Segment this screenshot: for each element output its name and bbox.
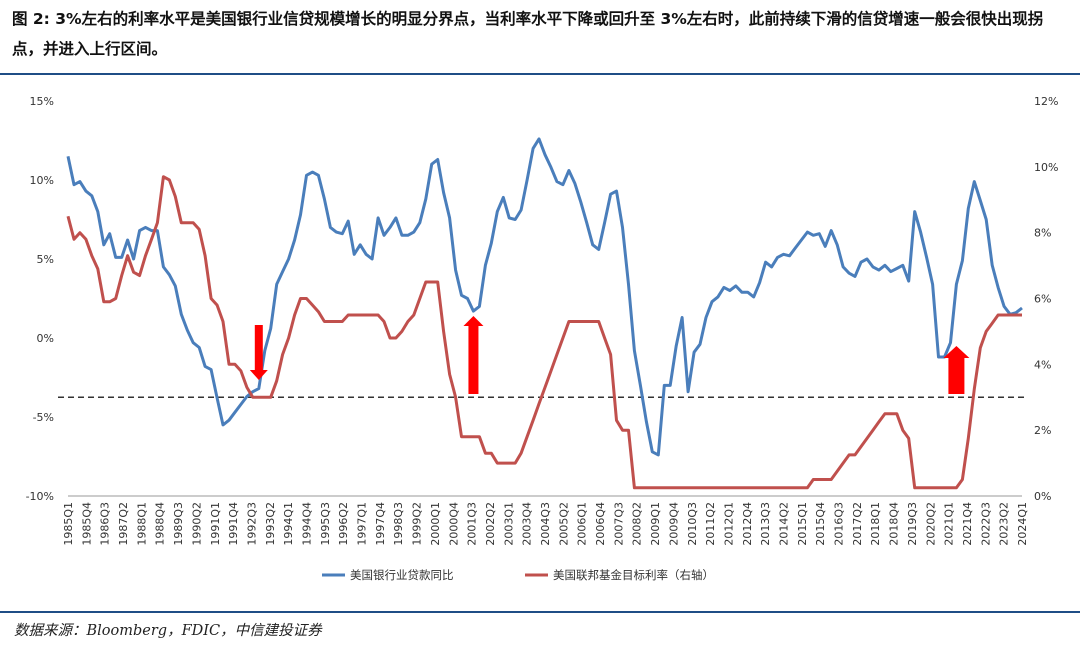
left-axis: 15% 10% 5% 0% -5% -10% <box>26 95 54 503</box>
x-axis-tick-label: 1997Q4 <box>374 502 387 546</box>
left-axis-tick-label: 10% <box>30 174 54 187</box>
x-axis-tick-label: 1994Q4 <box>301 502 314 546</box>
x-axis-tick-label: 1991Q4 <box>227 502 240 546</box>
series-lines <box>66 137 1023 490</box>
line-chart: 15% 10% 5% 0% -5% -10% 12% 10% 8% 6% 4% 2% 0% 1985Q… <box>26 95 1059 582</box>
x-axis-tick-label: 2015Q1 <box>796 502 809 546</box>
x-axis-tick-label: 2006Q1 <box>576 502 589 546</box>
x-axis-tick-label: 2019Q3 <box>906 502 919 546</box>
x-axis-tick-label: 1992Q3 <box>245 502 258 546</box>
right-axis-tick-label: 6% <box>1034 293 1051 306</box>
x-axis-tick-label: 1985Q1 <box>62 502 75 546</box>
x-axis-tick-label: 2017Q2 <box>851 502 864 546</box>
x-axis-tick-label: 1998Q3 <box>392 502 405 546</box>
x-axis-tick-label: 2006Q4 <box>594 502 607 546</box>
x-axis-tick-label: 1987Q2 <box>117 502 130 546</box>
x-axis-tick-label: 2000Q1 <box>429 502 442 546</box>
x-axis-tick-label: 1989Q3 <box>172 502 185 546</box>
title-divider <box>0 73 1080 75</box>
x-axis-tick-label: 2000Q4 <box>447 502 460 546</box>
right-axis: 12% 10% 8% 6% 4% 2% 0% <box>1034 95 1058 503</box>
x-axis-tick-label: 2015Q4 <box>814 502 827 546</box>
x-axis-tick-label: 1990Q2 <box>190 502 203 546</box>
x-axis-tick-label: 2010Q3 <box>686 502 699 546</box>
left-axis-tick-label: 0% <box>37 332 54 345</box>
x-axis-tick-label: 2016Q3 <box>833 502 846 546</box>
up-arrow <box>943 346 970 394</box>
right-axis-tick-label: 4% <box>1034 358 1051 371</box>
x-axis-tick-label: 2021Q4 <box>961 502 974 546</box>
series-line-fed-funds-rate <box>66 175 1022 490</box>
x-axis-tick-label: 1999Q2 <box>411 502 424 546</box>
x-axis-tick-label: 2020Q2 <box>924 502 937 546</box>
x-axis-tick-label: 2018Q4 <box>888 502 901 546</box>
x-axis-tick-label: 2022Q3 <box>979 502 992 546</box>
x-axis: 1985Q1 1985Q4 1986Q3 1987Q2 1988Q1 1988Q4 1989… <box>62 495 1029 546</box>
x-axis-tick-label: 1991Q1 <box>209 502 222 546</box>
annotation-arrows <box>249 316 970 394</box>
x-axis-tick-label: 2002Q2 <box>484 502 497 546</box>
right-axis-tick-label: 2% <box>1034 424 1051 437</box>
x-axis-tick-label: 1995Q3 <box>319 502 332 546</box>
x-axis-tick-label: 2018Q1 <box>869 502 882 546</box>
footer-divider <box>0 611 1080 613</box>
x-axis-tick-label: 2008Q2 <box>631 502 644 546</box>
x-axis-tick-label: 2013Q3 <box>759 502 772 546</box>
x-axis-tick-label: 1988Q4 <box>154 502 167 546</box>
legend-label-loans: 美国银行业贷款同比 <box>350 568 454 582</box>
x-axis-tick-label: 2003Q4 <box>521 502 534 546</box>
left-axis-tick-label: -10% <box>26 490 54 503</box>
down-arrow <box>249 325 268 380</box>
up-arrow <box>463 316 484 394</box>
x-axis-tick-label: 1994Q1 <box>282 502 295 546</box>
x-axis-tick-label: 2001Q3 <box>466 502 479 546</box>
x-axis-tick-label: 2009Q1 <box>649 502 662 546</box>
x-axis-tick-label: 1985Q4 <box>80 502 93 546</box>
chart-title: 图 2: 3%左右的利率水平是美国银行业信贷规模增长的明显分界点，当利率水平下降… <box>12 10 1044 58</box>
x-axis-tick-label: 2023Q2 <box>998 502 1011 546</box>
left-axis-tick-label: 15% <box>30 95 54 108</box>
left-axis-tick-label: 5% <box>37 253 54 266</box>
right-axis-tick-label: 12% <box>1034 95 1058 108</box>
series-line-bank-loans-yoy <box>66 137 1023 457</box>
x-axis-tick-label: 2021Q1 <box>943 502 956 546</box>
x-axis-tick-label: 1993Q2 <box>264 502 277 546</box>
x-axis-tick-label: 2012Q4 <box>741 502 754 546</box>
legend: 美国银行业贷款同比 美国联邦基金目标利率（右轴） <box>322 568 714 582</box>
x-axis-tick-label: 1997Q1 <box>356 502 369 546</box>
x-axis-tick-label: 1996Q2 <box>337 502 350 546</box>
right-axis-tick-label: 0% <box>1034 490 1051 503</box>
x-axis-tick-label: 2009Q4 <box>667 502 680 546</box>
x-axis-tick-label: 1988Q1 <box>135 502 148 546</box>
x-axis-tick-label: 2011Q2 <box>704 502 717 546</box>
legend-label-fedrate: 美国联邦基金目标利率（右轴） <box>553 568 714 582</box>
x-axis-tick-label: 2014Q2 <box>778 502 791 546</box>
source-note: 数据来源：Bloomberg，FDIC，中信建投证券 <box>14 623 322 639</box>
x-axis-tick-label: 2024Q1 <box>1016 502 1029 546</box>
right-axis-tick-label: 10% <box>1034 161 1058 174</box>
left-axis-tick-label: -5% <box>33 411 54 424</box>
x-axis-tick-label: 2005Q2 <box>557 502 570 546</box>
x-axis-tick-label: 2003Q1 <box>502 502 515 546</box>
x-axis-tick-label: 1986Q3 <box>99 502 112 546</box>
right-axis-tick-label: 8% <box>1034 227 1051 240</box>
x-axis-tick-label: 2004Q3 <box>539 502 552 546</box>
x-axis-tick-label: 2007Q3 <box>612 502 625 546</box>
x-axis-tick-label: 2012Q1 <box>722 502 735 546</box>
